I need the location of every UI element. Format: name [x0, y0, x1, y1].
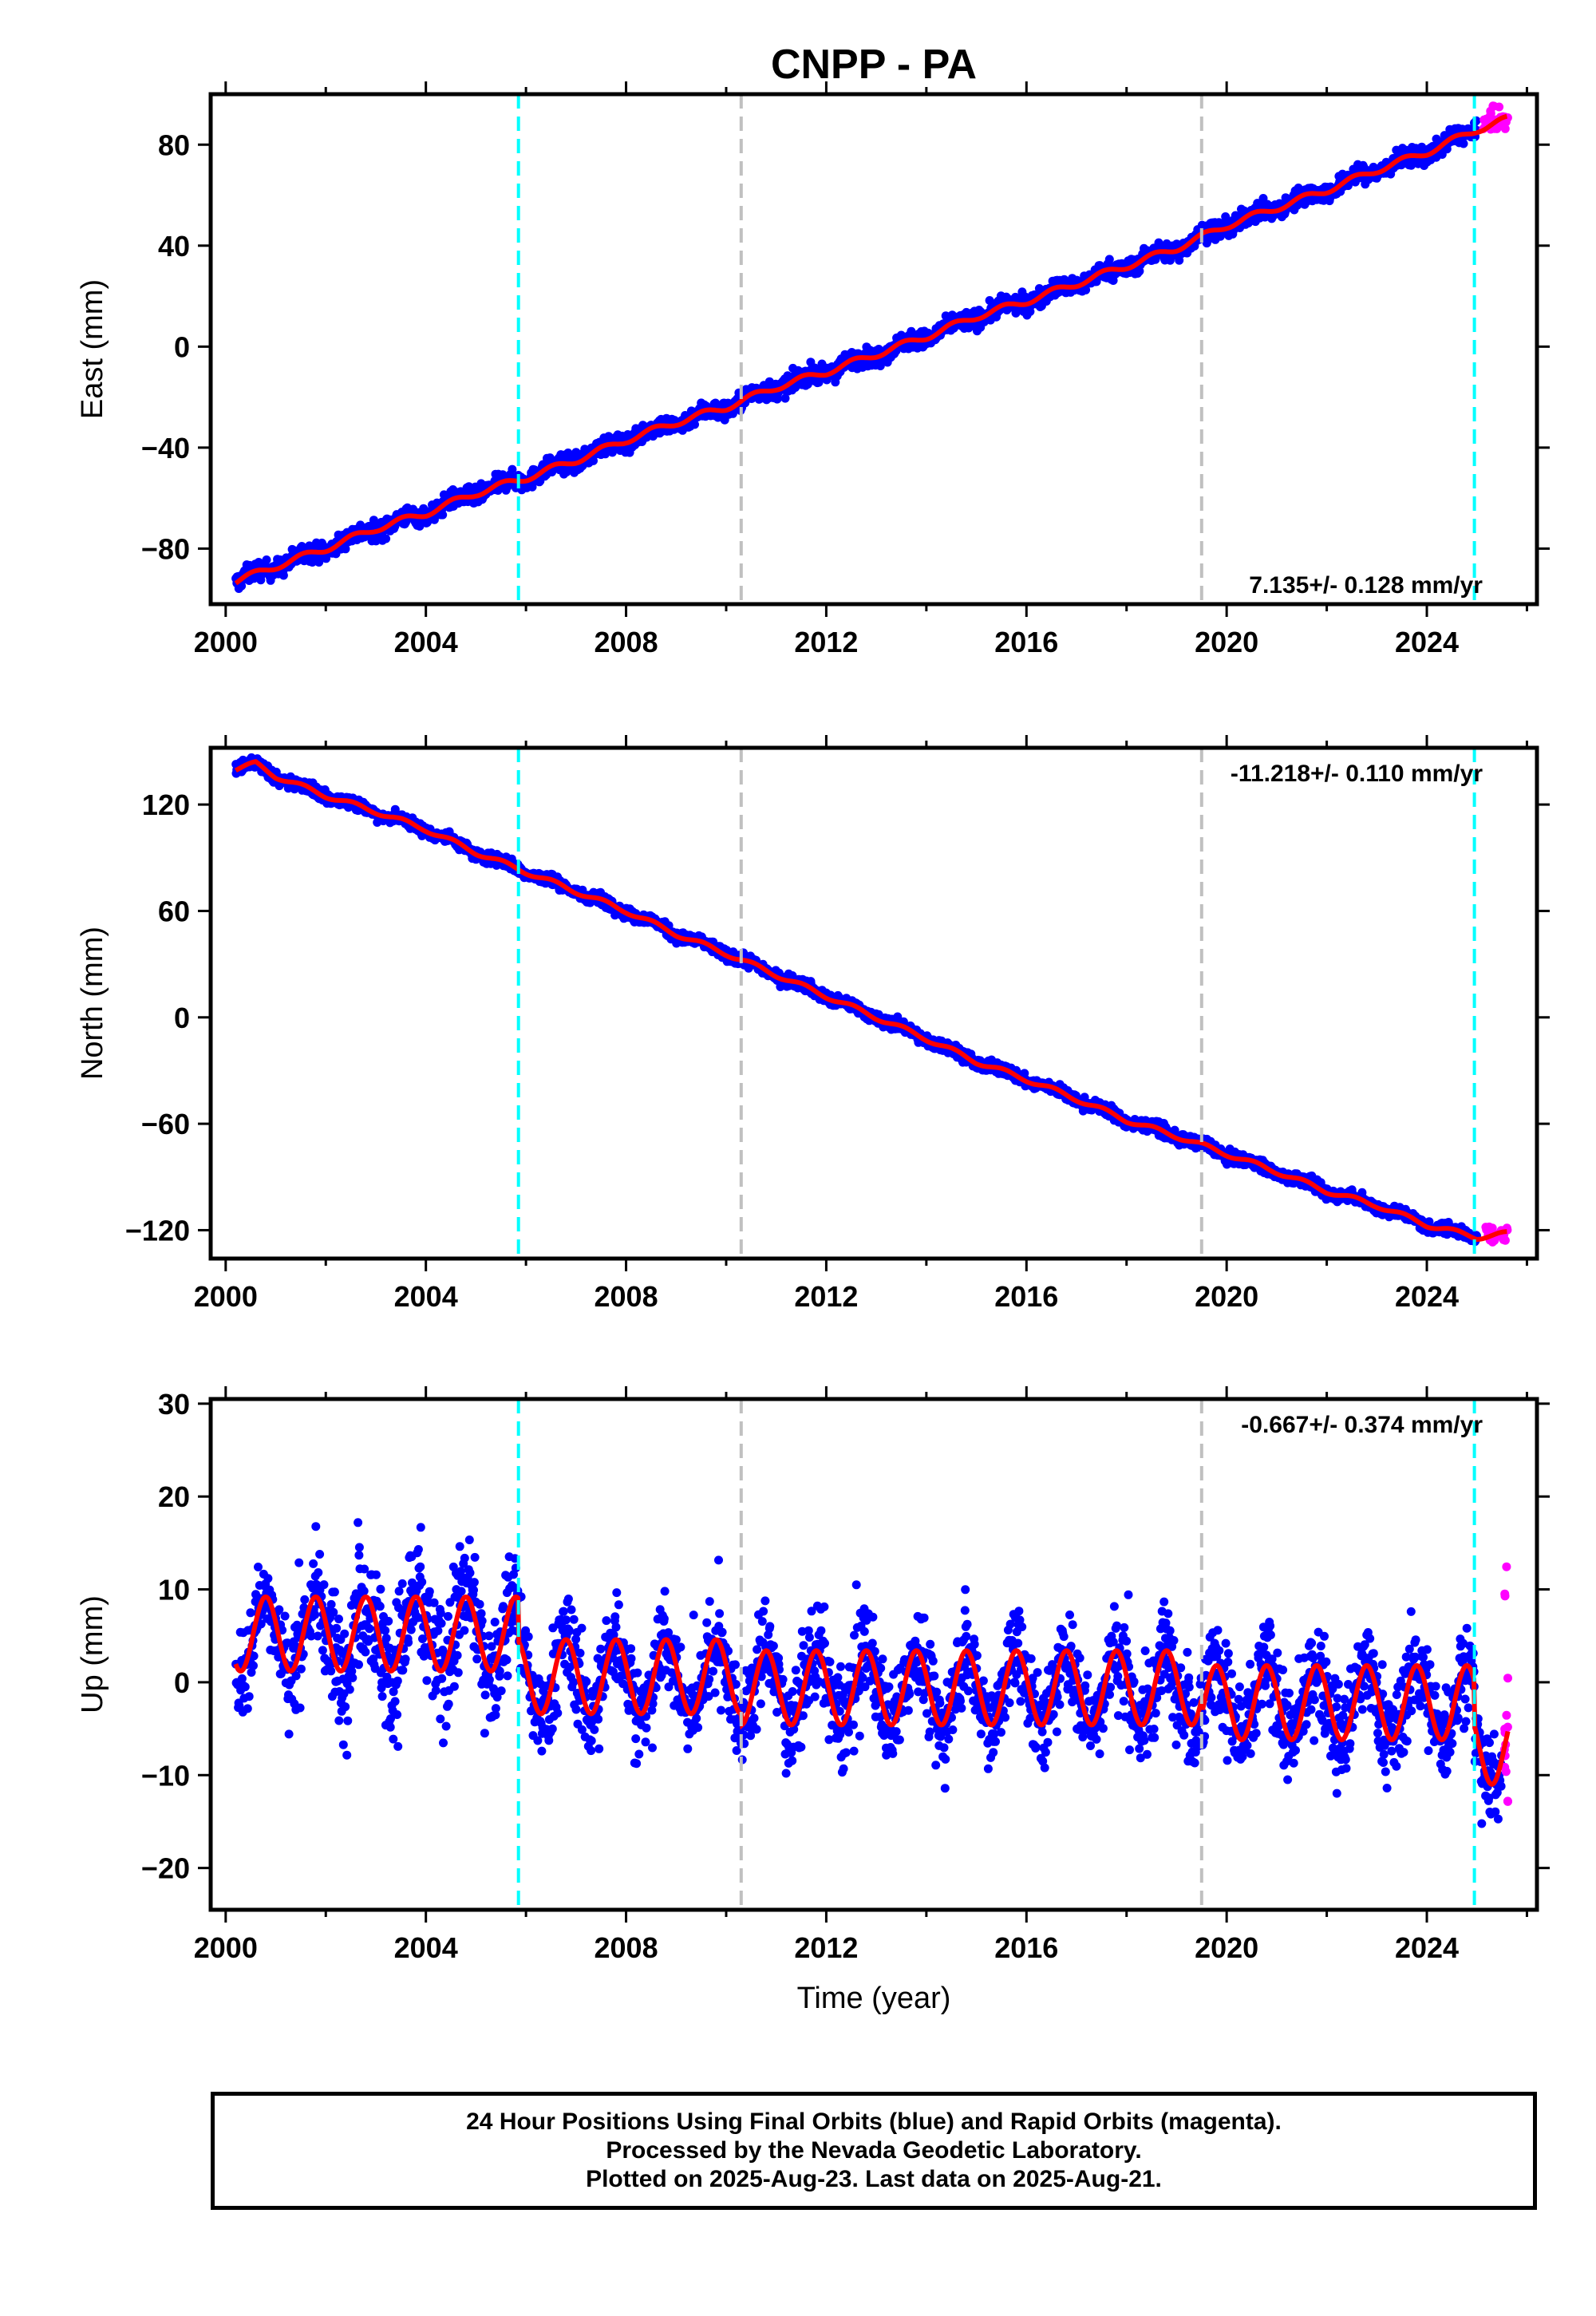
x-tick-label: 2024: [1395, 626, 1459, 658]
final-orbit-point: [237, 581, 247, 591]
final-orbit-point: [1081, 285, 1091, 294]
final-orbit-point: [589, 456, 598, 465]
x-tick-label: 2008: [595, 626, 658, 658]
rapid-orbit-point: [1500, 124, 1510, 133]
final-orbit-point: [690, 420, 699, 429]
east-plot-frame: [208, 92, 1539, 607]
east-y-axis-label: East (mm): [76, 279, 109, 419]
east-panel: 2000 2004 2008 2012 2016 2020 2024 80 40 0 −40 −80 E…: [76, 81, 1550, 658]
final-orbit-point: [1104, 255, 1114, 264]
y-tick-label: 40: [158, 230, 190, 263]
y-tick-label: −80: [141, 532, 190, 565]
final-orbit-point: [1175, 255, 1184, 265]
y-tick-label: 80: [158, 128, 190, 161]
x-tick-label: 2000: [194, 626, 258, 658]
x-tick-label: 2012: [794, 626, 858, 658]
final-orbit-point: [381, 534, 391, 543]
rapid-orbit-point: [1488, 101, 1498, 111]
figure-title: CNPP - PA: [771, 41, 977, 88]
east-rate-label: 7.135+/- 0.128 mm/yr: [1249, 572, 1483, 599]
final-orbit-point: [279, 571, 288, 580]
x-tick-label: 2016: [994, 626, 1058, 658]
final-orbit-point: [527, 482, 537, 492]
x-tick-label: 2020: [1195, 626, 1258, 658]
y-tick-label: −40: [141, 432, 190, 464]
rapid-orbit-point: [1482, 114, 1491, 124]
final-orbit-point: [1459, 139, 1468, 148]
final-orbit-point: [262, 555, 271, 564]
y-tick-label: 0: [174, 330, 190, 363]
final-orbit-point: [508, 464, 517, 474]
east-fit-line: [234, 113, 1508, 586]
east-final-points: [231, 116, 1481, 593]
north-plot-area: [231, 753, 1512, 1247]
x-tick-label: 2004: [394, 626, 458, 658]
north-panel: 2000 2004 2008 2012 2016 2020 2024120600−60−12…: [76, 735, 1550, 1313]
east-plot-area: [231, 101, 1512, 593]
final-orbit-point: [780, 393, 790, 403]
final-orbit-point: [438, 510, 448, 520]
